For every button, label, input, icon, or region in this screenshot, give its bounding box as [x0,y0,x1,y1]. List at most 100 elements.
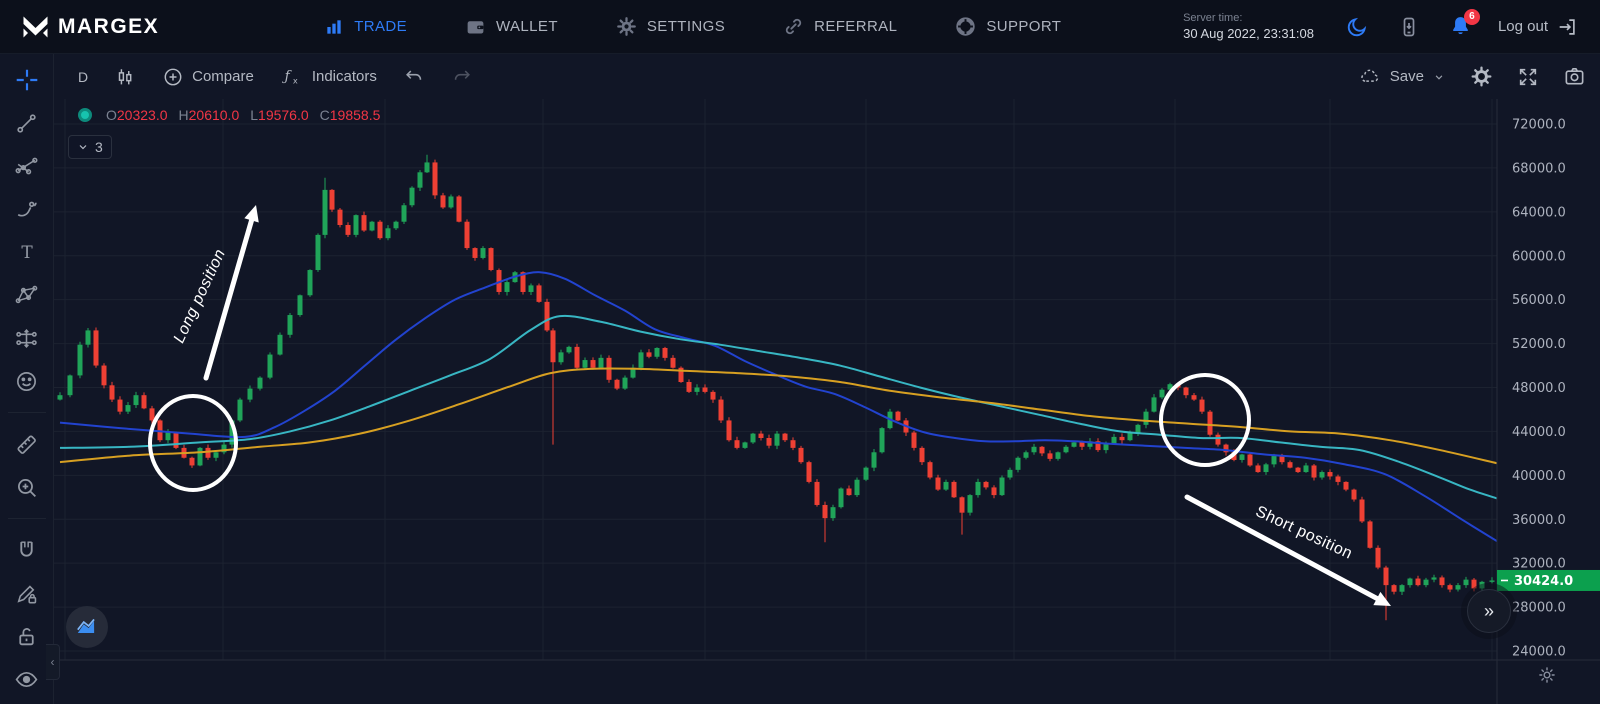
lock-icon [14,624,39,649]
gann-fibonacci-tool[interactable] [9,148,45,184]
long-position-circle [148,394,238,492]
theme-toggle-button[interactable] [1342,12,1372,42]
nav-item-label: SETTINGS [646,18,726,35]
save-label: Save [1389,68,1424,85]
symbol-status-dot [78,108,92,122]
fullscreen-expand-icon [1517,66,1539,88]
server-time: Server time: 30 Aug 2022, 23:31:08 [1183,11,1314,42]
fullscreen-button[interactable] [1517,66,1539,88]
phone-download-icon [1397,15,1421,39]
forecast-icon [14,326,39,351]
collapse-toolbar-tab[interactable]: ‹ [46,644,60,680]
price-chart-svg[interactable]: 72000.0 68000.0 64000.0 60000.0 56000.0 52000… [54,99,1600,704]
brand-logo[interactable]: MARGEX [22,15,159,39]
prediction-measure-tool[interactable] [9,320,45,356]
emoji-tool[interactable] [9,363,45,399]
time-tick-label: May [1316,663,1344,679]
toolbar-divider [7,412,46,413]
symbol-legend: O20323.0 H20610.0 L19576.0 C19858.5 [78,107,380,123]
screenshot-button[interactable] [1563,65,1586,88]
redo-button[interactable] [451,66,473,88]
svg-text:x: x [293,75,298,85]
brand-name: MARGEX [58,14,160,38]
price-tick-label: 56000.0 [1512,293,1566,308]
crosshair-tool[interactable] [9,62,45,98]
scroll-to-recent-button[interactable]: » [1467,589,1511,633]
cloud-save-icon [1358,66,1382,88]
stay-in-drawing-mode[interactable] [9,575,45,611]
ohlc-o: O20323.0 [106,107,168,123]
candlestick-icon [114,66,136,88]
chart-canvas[interactable]: 72000.0 68000.0 64000.0 60000.0 56000.0 52000… [54,99,1600,704]
double-chevron-right-icon: » [1483,600,1494,621]
lock-all-drawings[interactable] [9,618,45,654]
nav-item-settings[interactable]: SETTINGS [616,16,725,37]
bars-icon [324,17,344,37]
price-tick-label: 40000.0 [1512,469,1566,484]
time-tick-label: Jun [1480,663,1502,679]
price-tick-label: 36000.0 [1512,513,1566,528]
price-tick-label: 60000.0 [1512,249,1566,264]
brush-tool[interactable] [9,191,45,227]
interval-selector[interactable]: D [78,68,89,85]
nav-item-referral[interactable]: REFERRAL [783,16,897,37]
gear-icon [616,16,637,37]
price-tick-label: 28000.0 [1512,601,1566,616]
moon-icon [1345,15,1369,39]
nav-item-trade[interactable]: TRADE [324,17,407,37]
zoomin-icon [14,475,39,500]
ma-fast-blue [59,271,1497,543]
time-tick-label: Apr [1163,663,1187,679]
price-tick-label: 48000.0 [1512,381,1566,396]
svg-text:T: T [21,243,33,263]
xabcd-pattern-tool[interactable] [9,277,45,313]
trend-line-tool[interactable] [9,105,45,141]
logout-button[interactable]: Log out [1498,16,1578,38]
topbar-right: Server time: 30 Aug 2022, 23:31:08 6 Log… [1183,8,1578,42]
text-tool[interactable]: T [9,234,45,270]
margex-logo-icon [22,15,49,39]
measure-tool[interactable] [9,426,45,462]
zoom-in-tool[interactable] [9,469,45,505]
chart-settings-button[interactable] [1470,65,1493,88]
gear-icon [1470,65,1493,88]
toolbar-divider [7,518,46,519]
notifications-button[interactable]: 6 [1446,8,1480,42]
undo-button[interactable] [403,66,425,88]
nav-item-label: TRADE [354,18,408,35]
svg-text:ƒ: ƒ [281,68,292,84]
time-tick-label: Mar [1001,663,1027,679]
chevron-left-icon: ‹ [50,655,55,669]
lifebuoy-icon [955,16,976,37]
axis-settings-sun-button[interactable] [1532,660,1562,690]
last-price-value: 30424.0 [1514,574,1573,589]
nav-item-support[interactable]: SUPPORT [955,16,1061,37]
ohlc-l: L19576.0 [250,107,309,123]
server-time-value: 30 Aug 2022, 23:31:08 [1183,26,1314,41]
chart-style-selector[interactable] [114,66,136,88]
price-tick-label: 32000.0 [1512,557,1566,572]
trendline-icon [14,111,39,136]
price-tick-label: 64000.0 [1512,205,1566,220]
top-navigation-bar: MARGEX TRADE WALLET SETTINGS REFERRAL SUPPOR… [0,0,1600,54]
compare-plus-icon [162,66,184,88]
logout-label: Log out [1497,18,1548,35]
bars-pattern-counter[interactable]: 3 [68,135,112,159]
price-tick-label: 52000.0 [1512,337,1566,352]
chart-watermark-logo[interactable] [66,606,108,648]
magnet-mode[interactable] [9,532,45,568]
chevron-down-icon [1432,70,1446,84]
hide-all-drawings[interactable] [9,661,45,697]
save-layout-button[interactable]: Save [1358,66,1446,88]
compare-button[interactable]: Compare [162,66,254,88]
main-nav: TRADE WALLET SETTINGS REFERRAL SUPPORT [324,16,1061,37]
server-time-label: Server time: [1183,12,1243,24]
nav-item-wallet[interactable]: WALLET [465,16,558,37]
mobile-app-button[interactable] [1394,12,1424,42]
pattern-icon [14,283,39,308]
undo-icon [403,66,425,88]
